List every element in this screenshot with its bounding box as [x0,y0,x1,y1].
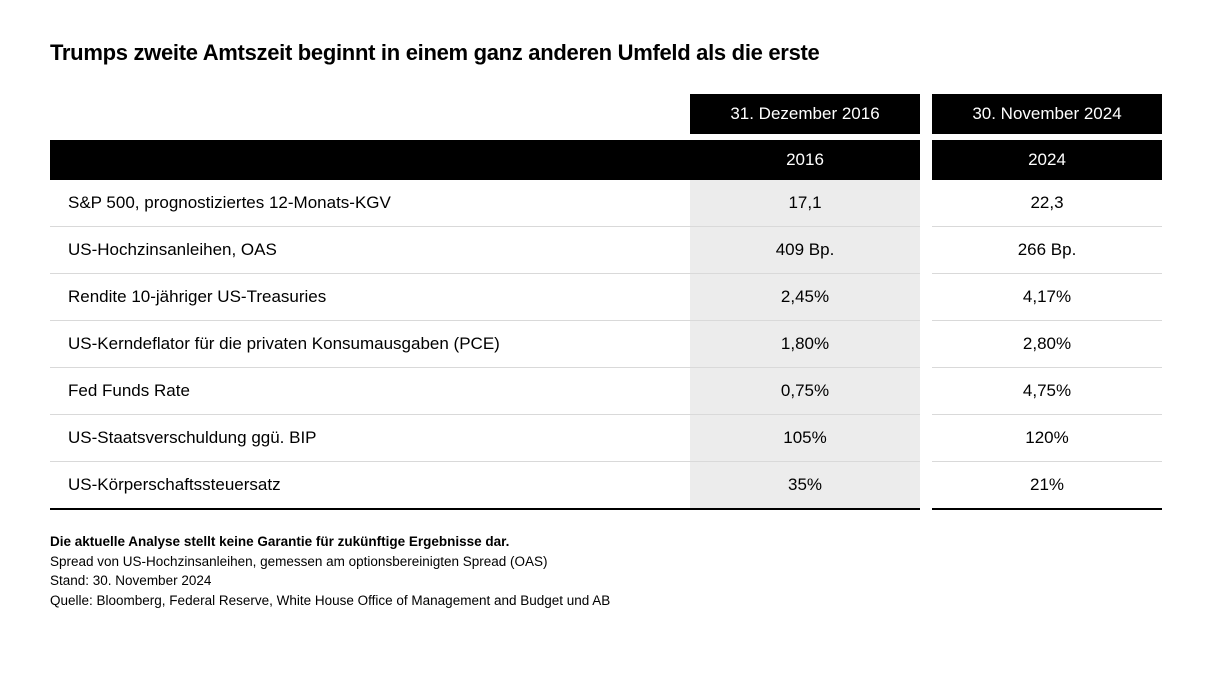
row-value-2016: 35% [690,462,920,510]
header-gap [920,140,932,180]
row-value-2016: 1,80% [690,321,920,368]
table-row: US-Staatsverschuldung ggü. BIP 105% 120% [50,415,1162,462]
table-row: Fed Funds Rate 0,75% 4,75% [50,368,1162,415]
header-label-blank [50,140,690,180]
row-value-2024: 4,75% [932,368,1162,415]
header-date-2016: 31. Dezember 2016 [690,94,920,134]
row-value-2024: 120% [932,415,1162,462]
header-year-2024: 2024 [932,140,1162,180]
row-label: S&P 500, prognostiziertes 12-Monats-KGV [50,180,690,227]
header-year-2016: 2016 [690,140,920,180]
table-row: US-Hochzinsanleihen, OAS 409 Bp. 266 Bp. [50,227,1162,274]
footnote-line: Stand: 30. November 2024 [50,571,1164,591]
footnote-line: Spread von US-Hochzinsanleihen, gemessen… [50,552,1164,572]
table-header-years: 2016 2024 [50,140,1162,180]
row-value-2024: 21% [932,462,1162,510]
row-value-2016: 0,75% [690,368,920,415]
row-value-2024: 266 Bp. [932,227,1162,274]
row-value-2016: 409 Bp. [690,227,920,274]
row-label: US-Kerndeflator für die privaten Konsuma… [50,321,690,368]
row-label: Rendite 10-jähriger US-Treasuries [50,274,690,321]
header-gap [920,94,932,134]
table-row: S&P 500, prognostiziertes 12-Monats-KGV … [50,180,1162,227]
comparison-table: 31. Dezember 2016 30. November 2024 2016… [50,94,1162,510]
header-date-2024: 30. November 2024 [932,94,1162,134]
table-row: US-Körperschaftssteuersatz 35% 21% [50,462,1162,510]
row-label: US-Hochzinsanleihen, OAS [50,227,690,274]
header-blank [50,94,690,134]
row-label: US-Körperschaftssteuersatz [50,462,690,510]
table-header-dates: 31. Dezember 2016 30. November 2024 [50,94,1162,134]
footnotes: Die aktuelle Analyse stellt keine Garant… [50,532,1164,610]
row-label: US-Staatsverschuldung ggü. BIP [50,415,690,462]
row-value-2016: 105% [690,415,920,462]
table-row: Rendite 10-jähriger US-Treasuries 2,45% … [50,274,1162,321]
table-body: 31. Dezember 2016 30. November 2024 2016… [50,94,1162,510]
row-label: Fed Funds Rate [50,368,690,415]
row-value-2024: 22,3 [932,180,1162,227]
row-value-2016: 2,45% [690,274,920,321]
row-value-2016: 17,1 [690,180,920,227]
page-title: Trumps zweite Amtszeit beginnt in einem … [50,40,1164,66]
page: Trumps zweite Amtszeit beginnt in einem … [0,0,1214,640]
table-row: US-Kerndeflator für die privaten Konsuma… [50,321,1162,368]
footnote-line: Quelle: Bloomberg, Federal Reserve, Whit… [50,591,1164,611]
row-value-2024: 4,17% [932,274,1162,321]
footnote-disclaimer: Die aktuelle Analyse stellt keine Garant… [50,532,1164,552]
row-value-2024: 2,80% [932,321,1162,368]
